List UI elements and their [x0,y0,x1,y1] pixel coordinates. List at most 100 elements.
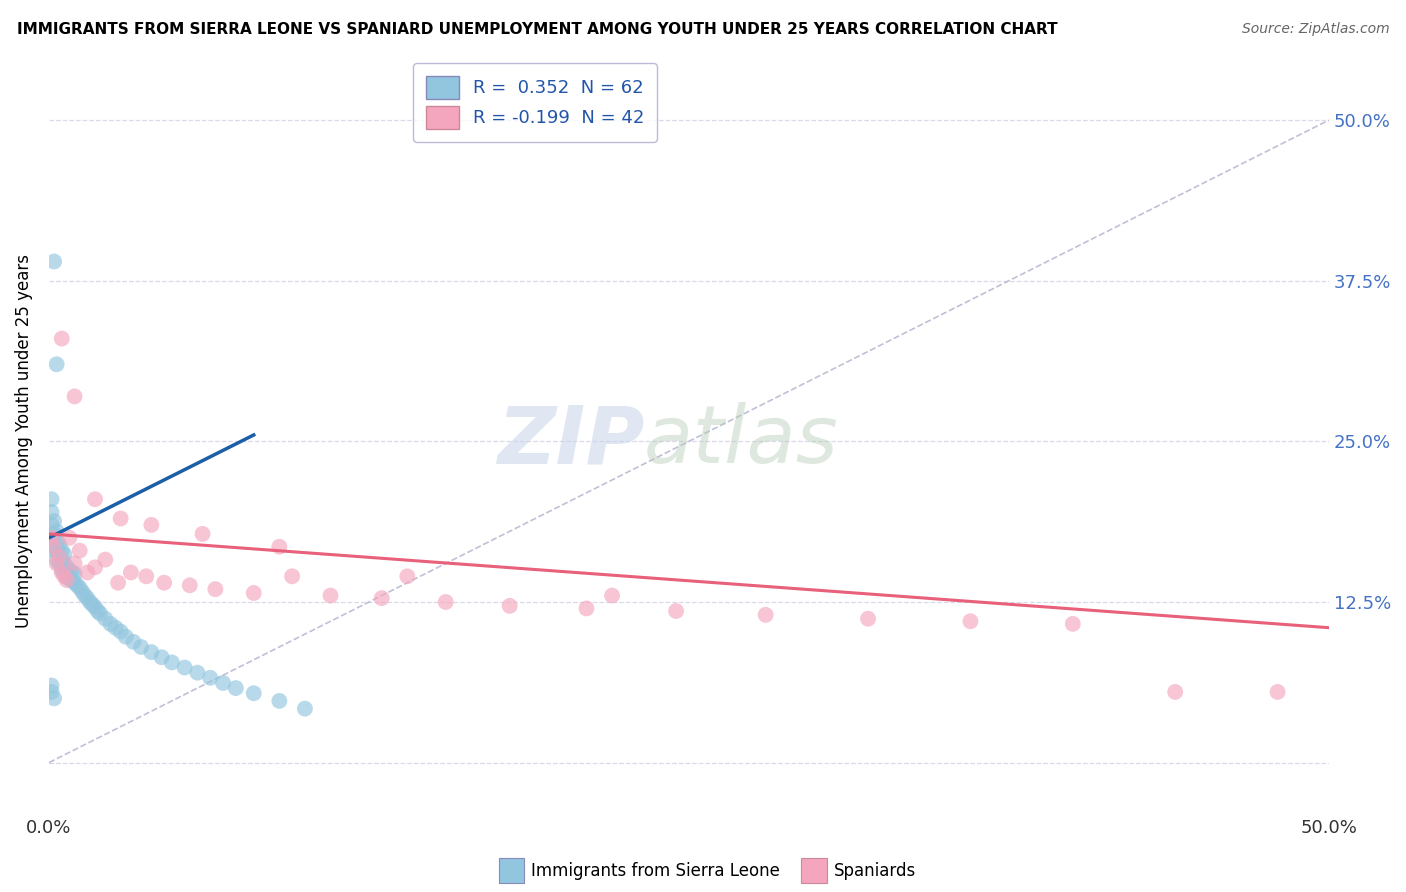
Point [48,548,70,562]
Point [53,557,76,571]
Point [200,671,222,685]
Point [191,527,214,541]
Point [242,586,264,600]
Point [86,604,108,618]
Point [48,537,70,551]
Point [51,332,73,346]
Point [53,548,76,562]
Point [755,607,778,622]
Point [60,566,83,580]
Text: Spaniards: Spaniards [834,862,915,880]
Point [76,591,98,606]
Point [45,557,67,571]
Point [41,517,63,532]
Point [42,537,65,551]
Point [129,640,152,654]
Point [281,569,304,583]
Point [42,543,65,558]
Point [82,598,104,612]
Point [114,630,136,644]
Point [58,572,80,586]
Point [58,563,80,577]
Point [42,514,65,528]
Point [41,531,63,545]
Point [122,635,145,649]
Point [45,534,67,549]
Point [70,584,93,599]
Point [110,511,132,525]
Point [51,543,73,558]
Point [48,549,70,564]
Point [242,686,264,700]
Point [63,566,86,581]
Point [135,569,157,583]
Point [499,599,522,613]
Point [141,517,163,532]
Point [84,492,107,507]
Point [41,505,63,519]
Point [53,566,76,580]
Point [120,566,142,580]
Point [58,531,80,545]
Point [63,389,86,403]
Point [84,600,107,615]
Point [294,701,316,715]
Point [269,694,291,708]
Point [160,656,183,670]
Point [45,357,67,371]
Point [41,685,63,699]
Point [69,581,91,595]
Point [94,612,117,626]
Point [66,578,89,592]
Point [575,601,598,615]
Point [63,575,86,590]
Point [225,681,247,695]
Point [1267,685,1289,699]
Point [60,573,83,587]
Point [41,492,63,507]
Point [79,595,101,609]
Point [51,563,73,577]
Point [269,540,291,554]
Point [370,591,392,606]
Point [41,531,63,545]
Point [1062,616,1084,631]
Point [45,552,67,566]
Point [89,607,111,621]
Text: ZIP: ZIP [496,402,644,481]
Point [45,524,67,539]
Point [48,557,70,571]
Point [53,569,76,583]
Point [42,254,65,268]
Point [396,569,419,583]
Point [186,665,208,680]
Point [319,589,342,603]
Point [69,543,91,558]
Point [110,624,132,639]
Text: Immigrants from Sierra Leone: Immigrants from Sierra Leone [531,862,780,880]
Y-axis label: Unemployment Among Youth under 25 years: Unemployment Among Youth under 25 years [15,254,32,628]
Point [100,616,122,631]
Point [141,645,163,659]
Point [204,582,226,596]
Point [45,543,67,558]
Point [153,575,176,590]
Point [84,560,107,574]
Point [56,569,79,583]
Point [179,578,201,592]
Point [665,604,688,618]
Point [63,557,86,571]
Point [51,566,73,580]
Point [173,660,195,674]
Point [51,552,73,566]
Point [94,552,117,566]
Point [1164,685,1187,699]
Point [107,575,129,590]
Point [41,679,63,693]
Point [104,621,127,635]
Point [959,614,981,628]
Point [73,589,96,603]
Point [42,540,65,554]
Legend: R =  0.352  N = 62, R = -0.199  N = 42: R = 0.352 N = 62, R = -0.199 N = 42 [413,63,657,142]
Point [56,560,79,574]
